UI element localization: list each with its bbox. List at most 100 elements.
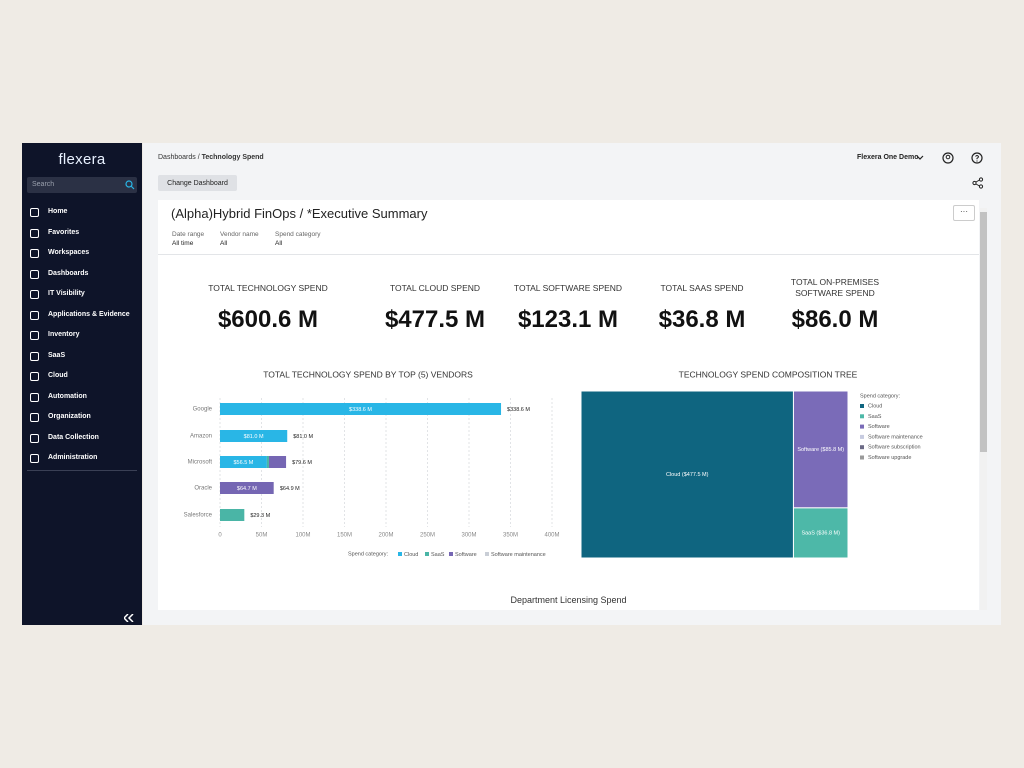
user-icon[interactable]: [942, 152, 954, 164]
nav-icon: [30, 228, 39, 238]
legend-swatch: [860, 424, 864, 429]
legend-label: Software: [868, 424, 890, 430]
legend-title: Spend category:: [348, 551, 389, 557]
legend-swatch: [860, 404, 864, 408]
chart-title: TECHNOLOGY SPEND COMPOSITION TREE: [679, 369, 858, 379]
kpi-value: $477.5 M: [384, 306, 486, 333]
nav-icon: [30, 372, 39, 381]
legend-label: Cloud: [868, 403, 882, 409]
treemap-cell: [792, 507, 849, 559]
dashboard-title: (Alpha)Hybrid FinOps / *Executive Summar…: [171, 206, 428, 221]
nav-item[interactable]: Dashboards: [22, 269, 142, 281]
legend-label: SaaS: [868, 414, 882, 420]
y-tick-label: Amazon: [190, 434, 212, 440]
nav-item[interactable]: Home: [22, 207, 142, 219]
collapse-button[interactable]: [124, 614, 134, 622]
nav-item[interactable]: Inventory: [22, 330, 142, 342]
legend-title: Spend category:: [860, 393, 901, 399]
search-icon: [125, 180, 135, 190]
nav-label: Data Collection: [48, 433, 99, 441]
bar-total-label: $64.9 M: [280, 486, 300, 492]
nav-label: SaaS: [48, 351, 66, 359]
search-box[interactable]: Search: [27, 177, 137, 193]
legend-swatch: [860, 455, 864, 460]
filter[interactable]: Vendor name All: [220, 231, 259, 247]
help-icon[interactable]: [971, 152, 983, 164]
bar-segment: [268, 456, 287, 468]
bar-segment: [220, 456, 267, 468]
nav-icon: [30, 433, 39, 443]
x-tick-label: 50M: [256, 533, 268, 539]
x-tick-label: 100M: [295, 533, 310, 539]
search-placeholder: Search: [32, 181, 55, 188]
nav-item[interactable]: IT Visibility: [22, 289, 142, 301]
nav-icon: [30, 269, 39, 279]
logo[interactable]: flexera: [58, 151, 106, 168]
legend-label: Software maintenance: [491, 552, 546, 558]
scrollbar[interactable]: [980, 208, 987, 610]
menu-button[interactable]: ···: [953, 205, 975, 221]
filter-label: Date range: [172, 231, 205, 238]
share-icon[interactable]: [972, 177, 984, 189]
nav-item[interactable]: Data Collection: [22, 433, 142, 445]
nav-icon: [30, 413, 39, 422]
legend-swatch: [485, 552, 489, 556]
nav-item[interactable]: SaaS: [22, 351, 142, 363]
nav-label: Cloud: [48, 372, 68, 379]
nav-item[interactable]: Applications & Evidence: [22, 310, 142, 322]
nav-label: IT Visibility: [48, 290, 85, 297]
nav-item[interactable]: Workspaces: [22, 248, 142, 260]
nav-icon: [30, 331, 39, 340]
y-tick-label: Microsoft: [188, 460, 213, 466]
nav-item[interactable]: Cloud: [22, 371, 142, 383]
section-title: Department Licensing Spend: [510, 595, 627, 605]
nav-label: Organization: [48, 413, 91, 420]
filter[interactable]: Date range All time: [172, 231, 204, 247]
filter[interactable]: Spend category All: [275, 231, 321, 247]
bar-segment: [266, 456, 269, 468]
bar-total-label: $81.0 M: [293, 434, 313, 440]
legend-swatch: [398, 552, 402, 556]
filter-value: All: [275, 240, 283, 247]
change-dashboard-button[interactable]: Change Dashboard: [158, 175, 237, 191]
kpi-label: TOTAL SOFTWARE SPEND: [513, 282, 623, 293]
bar-value-label: $56.5 M: [234, 460, 254, 466]
x-tick-label: 350M: [503, 533, 518, 539]
bar-total-label: $29.3 M: [250, 513, 270, 519]
bar-segment: [220, 509, 245, 521]
kpi-label: TOTAL CLOUD SPEND: [389, 282, 481, 293]
x-tick-label: 300M: [461, 533, 476, 539]
bar-value-label: $81.0 M: [244, 434, 264, 440]
filter-label: Vendor name: [220, 231, 259, 238]
legend-swatch: [860, 414, 864, 419]
legend-label: Software maintenance: [868, 434, 923, 440]
treemap-label: Software ($85.8 M): [797, 447, 844, 453]
divider: [27, 470, 137, 471]
nav-item[interactable]: Organization: [22, 412, 142, 424]
nav-icon: [30, 249, 39, 258]
y-tick-label: Salesforce: [184, 513, 213, 519]
kpi-label: TOTAL ON-PREMISES SOFTWARE SPEND: [790, 277, 880, 298]
kpi-value: $123.1 M: [517, 306, 619, 333]
kpi-value: $36.8 M: [658, 306, 746, 333]
treemap-label: SaaS ($36.8 M): [801, 530, 840, 536]
nav-item[interactable]: Automation: [22, 392, 142, 404]
bar-segment: [220, 482, 274, 494]
account-menu[interactable]: Flexera One Demo: [857, 154, 919, 161]
filter-label: Spend category: [275, 231, 321, 238]
legend-label: Software subscription: [868, 445, 921, 451]
bar-total-label: $79.6 M: [292, 460, 312, 466]
nav-icon: [30, 310, 39, 320]
nav-item[interactable]: Administration: [22, 453, 142, 465]
nav-item[interactable]: Favorites: [22, 228, 142, 240]
nav-label: Dashboards: [48, 269, 89, 277]
filter-value: All time: [172, 240, 194, 247]
breadcrumb-link[interactable]: Dashboards: [158, 154, 196, 161]
legend-swatch: [860, 434, 864, 439]
bar-value-label: $64.7 M: [237, 486, 257, 492]
legend-label: Software upgrade: [868, 455, 911, 461]
y-tick-label: Google: [193, 407, 213, 413]
scroll-thumb[interactable]: [980, 212, 987, 452]
chevron: [916, 155, 924, 160]
